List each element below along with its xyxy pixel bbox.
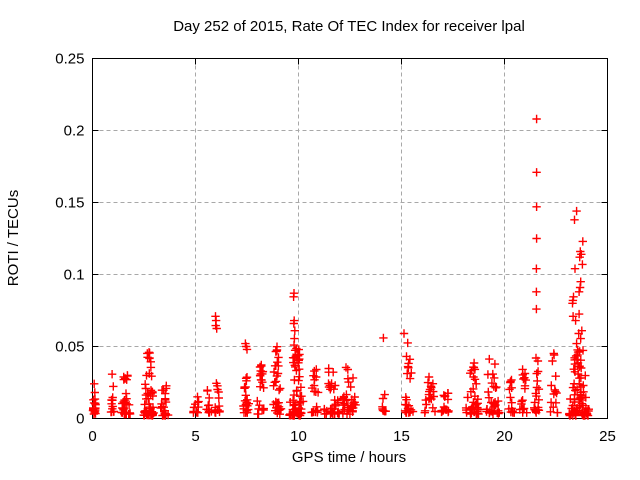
y-tick-label: 0.2 (64, 123, 85, 140)
x-tick-label: 5 (191, 428, 199, 445)
plot-border (92, 58, 608, 419)
x-tick-label: 25 (599, 428, 616, 445)
y-tick-label: 0.15 (55, 195, 84, 212)
axis-ticks (92, 58, 608, 419)
x-tick-label: 10 (290, 428, 307, 445)
y-tick-label: 0.1 (64, 267, 85, 284)
y-tick-labels: 0 0.05 0.1 0.15 0.2 0.25 (55, 51, 84, 428)
scatter-series-roti (88, 114, 593, 420)
x-tick-labels: 0 5 10 15 20 25 (88, 428, 616, 445)
x-tick-label: 0 (88, 428, 96, 445)
y-axis-label: ROTI / TECUs (5, 190, 22, 286)
chart-title: Day 252 of 2015, Rate Of TEC Index for r… (173, 18, 525, 35)
grid-lines (92, 58, 608, 419)
y-tick-label: 0.25 (55, 51, 84, 68)
y-tick-label: 0.05 (55, 339, 84, 356)
x-tick-label: 20 (496, 428, 513, 445)
x-axis-label: GPS time / hours (292, 449, 406, 466)
y-tick-label: 0 (76, 411, 84, 428)
x-tick-label: 15 (393, 428, 410, 445)
